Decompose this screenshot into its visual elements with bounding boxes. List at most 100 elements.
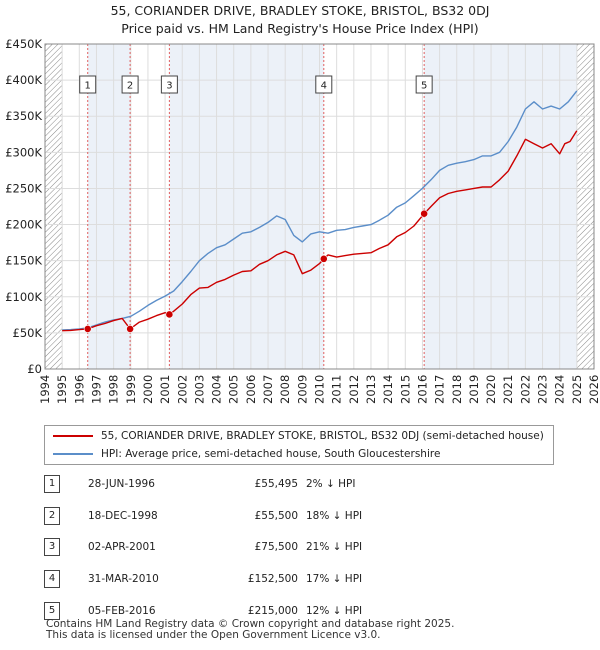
y-tick-label: £350K (5, 109, 42, 123)
plot-frame (44, 43, 595, 370)
sale-marker-box (315, 75, 333, 94)
x-tick-label: 2020 (484, 375, 498, 404)
x-tick-label: 2021 (501, 375, 515, 404)
sales-table: 1 28-JUN-1996 £55,495 2% ↓ HPI 2 18-DEC-… (44, 470, 564, 628)
sale-hpi-diff: 17% ↓ HPI (306, 573, 363, 586)
sale-hpi-diff: 2% ↓ HPI (306, 478, 356, 490)
legend-swatch-hpi (53, 453, 93, 455)
sale-hpi-diff: 18% ↓ HPI (306, 509, 363, 522)
sale-hpi-diff: 21% ↓ HPI (306, 541, 363, 554)
title-line-1: 55, CORIANDER DRIVE, BRADLEY STOKE, BRIS… (110, 3, 490, 18)
table-row: 4 31-MAR-2010 £152,500 17% ↓ HPI (44, 565, 564, 597)
sale-number-badge: 1 (44, 475, 60, 493)
x-tick-label: 2017 (433, 375, 447, 404)
sale-number-badge: 2 (44, 506, 60, 525)
x-tick-label: 2026 (587, 375, 600, 404)
y-tick-label: £50K (13, 326, 43, 340)
sale-point (319, 254, 328, 263)
sale-marker-box (160, 75, 178, 94)
table-row: 2 18-DEC-1998 £55,500 18% ↓ HPI (44, 502, 564, 534)
x-tick-label: 2011 (330, 375, 344, 404)
x-tick-label: 1998 (107, 375, 121, 404)
x-tick-label: 1994 (38, 375, 52, 404)
sale-point (420, 209, 429, 218)
sale-marker-label: 4 (321, 81, 327, 92)
sale-marker-label: 1 (85, 81, 91, 92)
sale-marker-label: 3 (166, 81, 172, 92)
ownership-period-shade (169, 44, 324, 369)
sale-date: 31-MAR-2010 (88, 573, 159, 586)
sale-point (165, 310, 174, 319)
no-data-hatch-right (576, 44, 594, 369)
x-tick-label: 2005 (227, 375, 241, 404)
table-row: 3 02-APR-2001 £75,500 21% ↓ HPI (44, 533, 564, 565)
sale-marker-box (415, 75, 433, 94)
no-data-hatch-left (45, 44, 63, 369)
sale-price: £215,000 (247, 604, 298, 617)
y-tick-label: £150K (5, 254, 42, 268)
x-tick-label: 2024 (553, 375, 567, 404)
sale-date: 05-FEB-2016 (88, 604, 156, 617)
y-tick-label: £400K (5, 73, 42, 87)
x-tick-label: 2016 (415, 375, 429, 404)
x-tick-label: 2015 (398, 375, 412, 404)
x-tick-label: 1995 (55, 375, 69, 404)
sale-marker-label: 5 (421, 81, 427, 92)
x-tick-label: 2007 (261, 375, 275, 404)
sale-date: 28-JUN-1996 (88, 478, 155, 490)
x-tick-label: 2025 (570, 375, 584, 404)
legend-item-price: 55, CORIANDER DRIVE, BRADLEY STOKE, BRIS… (53, 427, 544, 445)
sale-marker-box (121, 75, 139, 94)
footer-line-1: Contains HM Land Registry data © Crown c… (46, 618, 455, 630)
x-tick-label: 2009 (295, 375, 309, 404)
y-tick-label: £250K (5, 181, 42, 195)
x-tick-label: 2013 (364, 375, 378, 404)
x-tick-label: 1997 (89, 375, 103, 404)
legend-label-hpi: HPI: Average price, semi-detached house,… (101, 448, 441, 460)
x-tick-label: 2018 (450, 375, 464, 404)
sale-price: £55,495 (254, 478, 298, 490)
y-tick-label: £200K (5, 218, 42, 232)
chart-legend: 55, CORIANDER DRIVE, BRADLEY STOKE, BRIS… (44, 425, 554, 465)
y-tick-label: £450K (5, 37, 42, 51)
x-tick-label: 2012 (347, 375, 361, 404)
sale-point (83, 325, 92, 333)
y-tick-label: £100K (5, 290, 42, 304)
hpi-line (62, 90, 578, 331)
x-tick-label: 2023 (536, 375, 550, 404)
title-line-2: Price paid vs. HM Land Registry's House … (121, 21, 479, 36)
x-tick-label: 2022 (518, 375, 532, 404)
sale-number-badge: 3 (44, 538, 60, 557)
table-row: 1 28-JUN-1996 £55,495 2% ↓ HPI (44, 470, 564, 502)
chart-title: 55, CORIANDER DRIVE, BRADLEY STOKE, BRIS… (0, 2, 600, 38)
legend-label-price: 55, CORIANDER DRIVE, BRADLEY STOKE, BRIS… (101, 430, 544, 442)
footer-attribution: Contains HM Land Registry data © Crown c… (46, 619, 454, 641)
legend-swatch-price (53, 435, 93, 437)
x-tick-label: 2001 (158, 375, 172, 404)
x-tick-label: 2006 (244, 375, 258, 404)
sale-point (126, 325, 134, 333)
x-tick-label: 1999 (124, 375, 138, 404)
table-row: 5 05-FEB-2016 £215,000 12% ↓ HPI (44, 597, 564, 629)
ownership-period-shade (87, 44, 131, 369)
x-tick-label: 2014 (381, 375, 395, 404)
legend-item-hpi: HPI: Average price, semi-detached house,… (53, 445, 440, 463)
x-tick-label: 2019 (467, 375, 481, 404)
x-tick-label: 1996 (72, 375, 86, 404)
sale-price: £75,500 (254, 541, 298, 554)
x-tick-label: 2002 (175, 375, 189, 404)
sale-marker-label: 2 (127, 81, 133, 92)
price-chart: 1 2 3 4 5 £0 £50K £100K £150K £200K £250K £300K £35… (5, 37, 600, 404)
x-tick-label: 2010 (313, 375, 327, 404)
sale-date: 18-DEC-1998 (88, 509, 158, 522)
x-tick-label: 2003 (192, 375, 206, 404)
x-tick-label: 2000 (141, 375, 155, 404)
sale-hpi-diff: 12% ↓ HPI (306, 604, 363, 617)
sale-date: 02-APR-2001 (88, 541, 156, 554)
x-tick-label: 2008 (278, 375, 292, 404)
sale-marker-box (79, 75, 97, 94)
sale-number-badge: 5 (44, 601, 60, 620)
footer-line-2: This data is licensed under the Open Gov… (46, 629, 381, 641)
ownership-period-shade (424, 44, 577, 369)
sale-price: £152,500 (247, 573, 298, 586)
